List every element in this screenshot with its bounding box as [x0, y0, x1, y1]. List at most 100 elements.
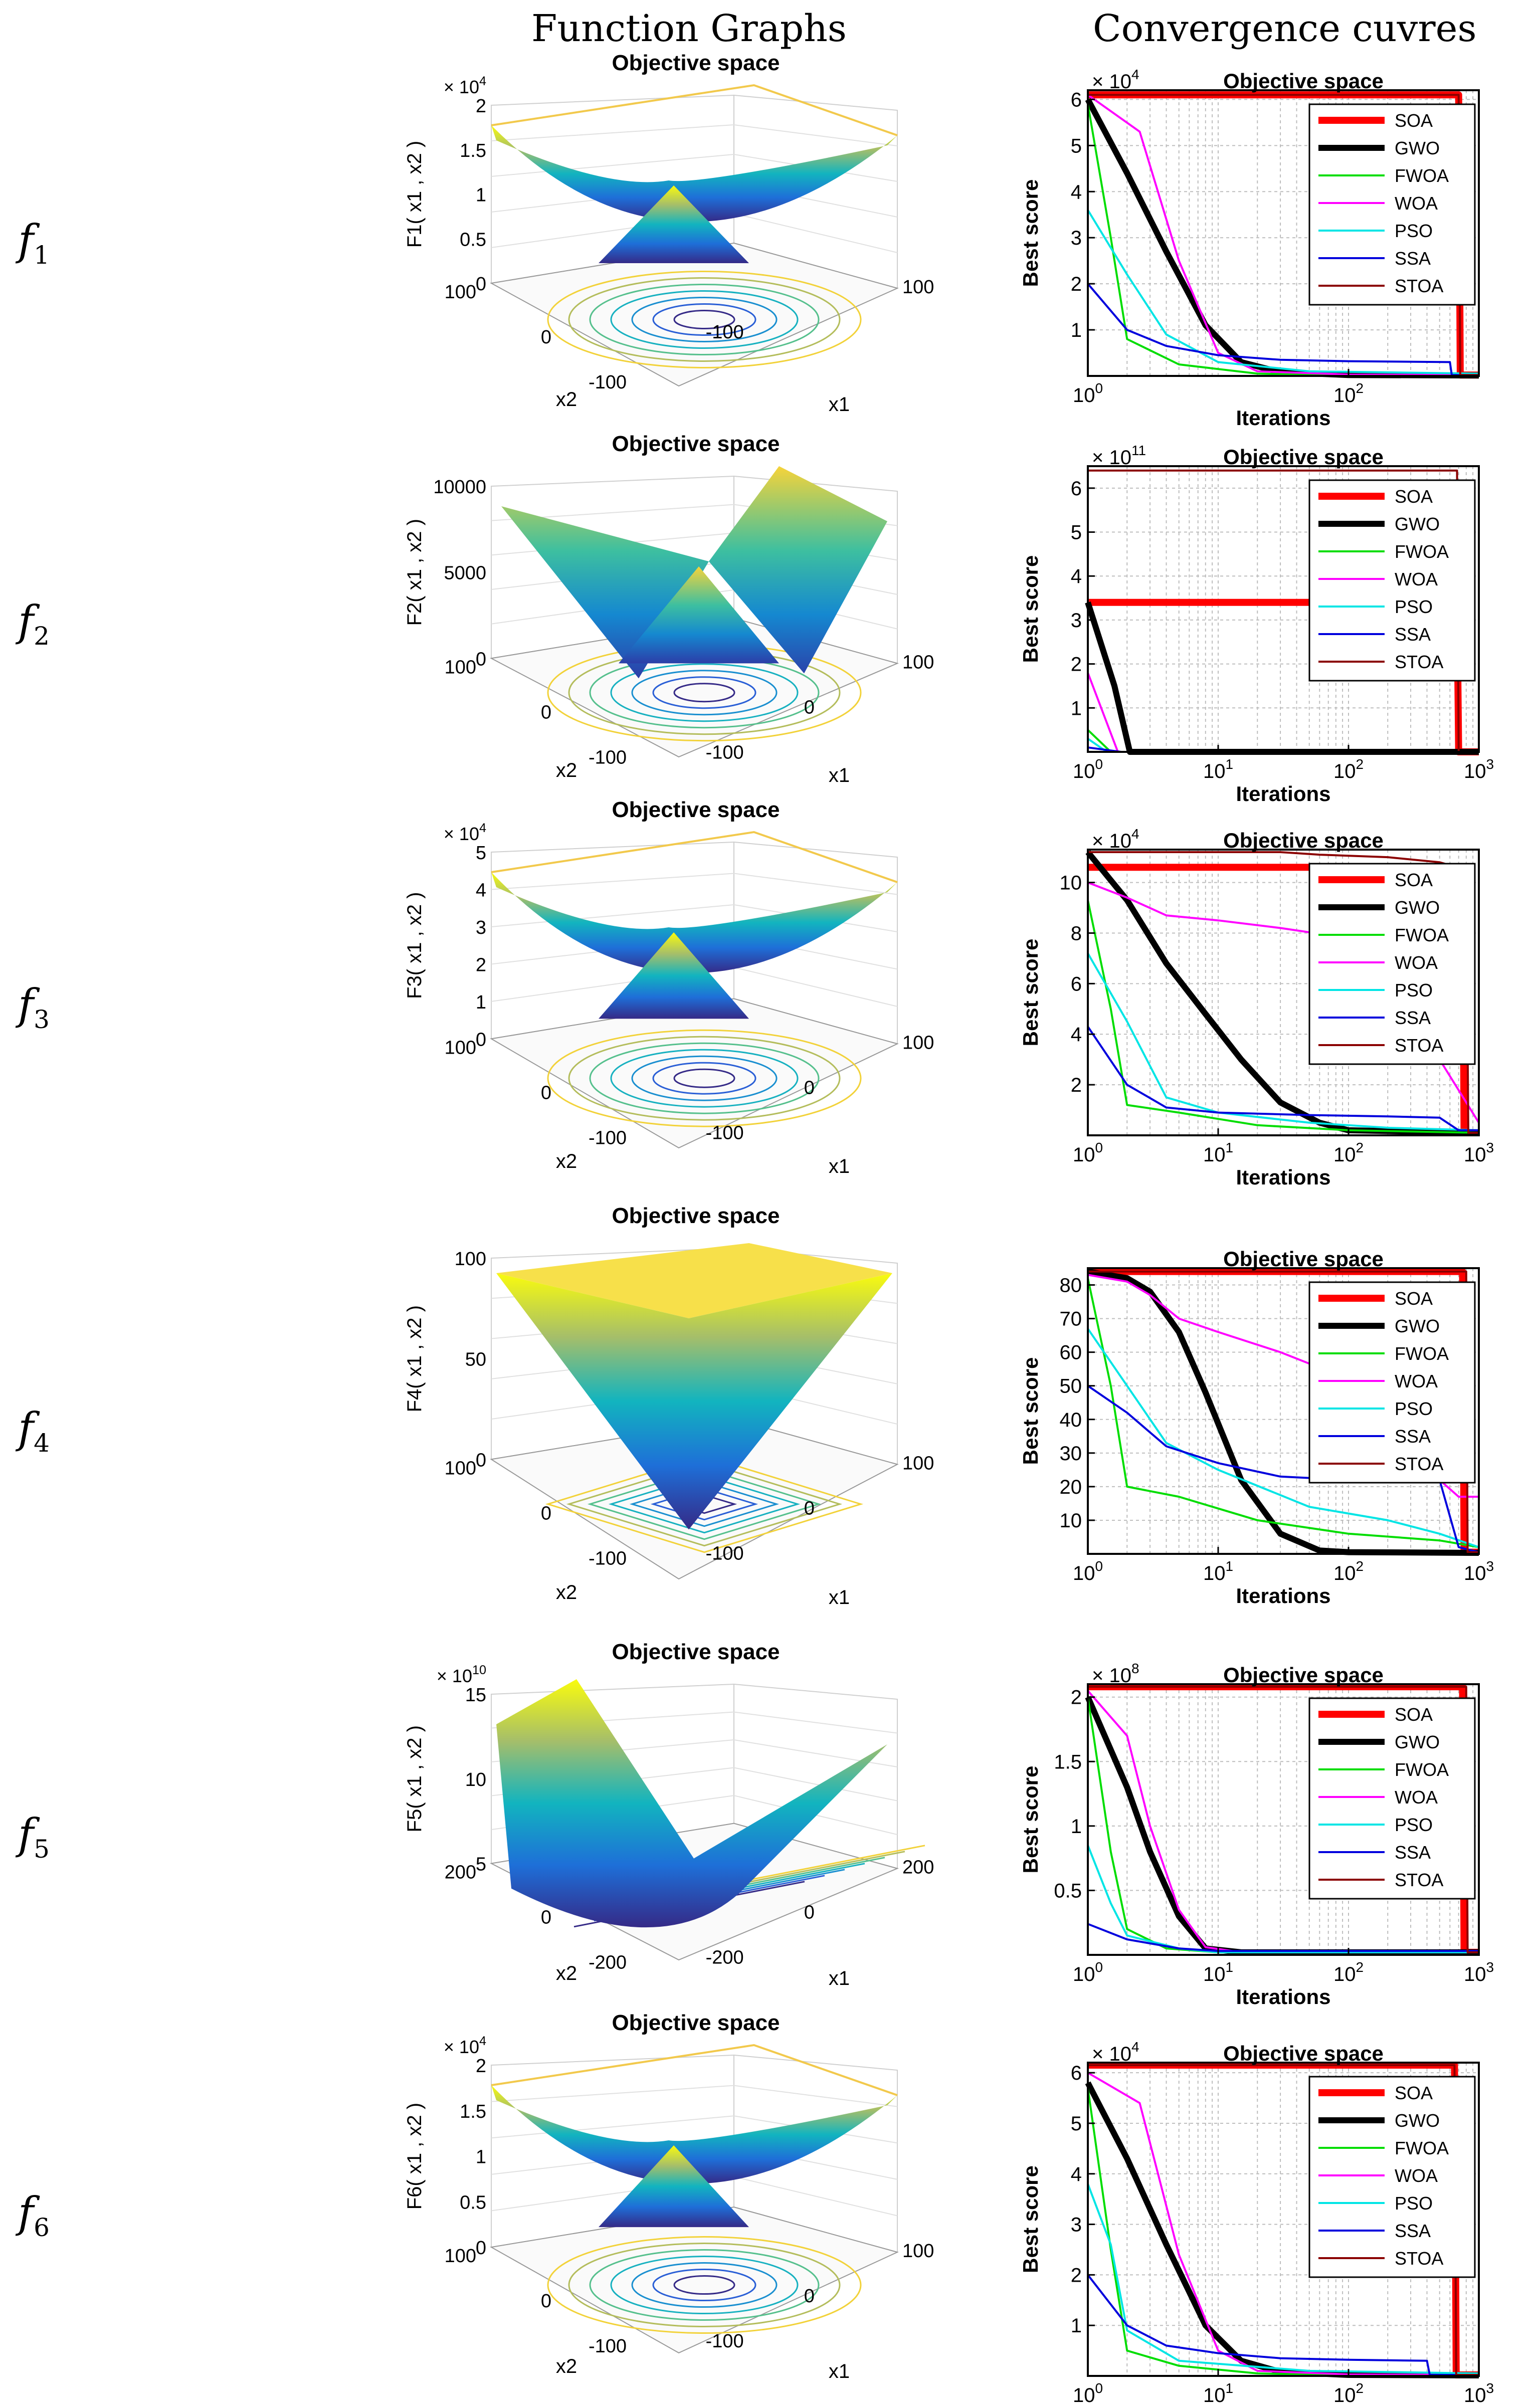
y-tick-label: 10 [1060, 1510, 1082, 1532]
y-tick-label: -100 [589, 2336, 627, 2357]
chart-title: Objective space [612, 2011, 780, 2035]
z-tick-label: 0 [476, 1450, 486, 1471]
x-tick-label: 101 [1203, 1959, 1233, 1985]
x-tick-label: 100 [1073, 2380, 1103, 2406]
y-tick-label: 3 [1071, 610, 1082, 632]
y-axis-label: x2 [556, 388, 577, 411]
x-axis-label: Iterations [1236, 406, 1330, 430]
series-line-pso [1087, 209, 1479, 375]
y-tick-label: 6 [1071, 2062, 1082, 2084]
legend-label-pso: PSO [1395, 1398, 1433, 1419]
row-label-f4: f4 [18, 1403, 50, 1458]
legend-label-woa: WOA [1395, 2165, 1438, 2186]
series-line-gwo [1087, 1268, 1479, 1556]
z-tick-label: 3 [476, 917, 486, 938]
z-tick-label: 1 [476, 992, 486, 1013]
z-multiplier: × 104 [444, 2034, 486, 2057]
legend-label-gwo: GWO [1395, 1316, 1440, 1336]
x-tick-label: 103 [1464, 756, 1494, 782]
legend-label-woa: WOA [1395, 569, 1438, 589]
surface-front-fold [619, 566, 779, 664]
legend-label-ssa: SSA [1395, 624, 1431, 645]
legend-box [1308, 1697, 1476, 1900]
x-tick-label: 100 [902, 1453, 934, 1474]
x-tick-label: 101 [1203, 756, 1233, 782]
y-tick-label: -100 [589, 747, 627, 768]
legend-box [1308, 2076, 1476, 2278]
y-axis-label: Best score [1019, 1357, 1042, 1465]
legend-label-woa: WOA [1395, 1787, 1438, 1808]
z-axis-label: F3( x1 , x2 ) [404, 892, 426, 999]
y-tick-label: 0 [541, 1907, 551, 1928]
plot-frame [1087, 1683, 1480, 1956]
y-tick-label: 0 [541, 2291, 551, 2312]
z-tick-label: 2 [476, 954, 486, 975]
x-tick-label: -100 [706, 742, 744, 763]
x-tick-label: 100 [902, 1032, 934, 1053]
legend-label-fwoa: FWOA [1395, 165, 1449, 186]
floor-contour [673, 1068, 735, 1088]
x-tick-label: 0 [804, 697, 815, 718]
y-axis-label: Best score [1019, 939, 1042, 1047]
y-tick-label: 4 [1071, 565, 1082, 587]
floor-contour [610, 290, 799, 349]
x-tick-label: -100 [706, 322, 744, 343]
legend-label-soa: SOA [1395, 486, 1433, 507]
floor-contour [589, 2249, 820, 2321]
wall-grid-line [491, 2085, 898, 2107]
surface-front-fold [599, 932, 749, 1019]
legend-label-soa: SOA [1395, 1704, 1433, 1725]
legend-label-pso: PSO [1395, 980, 1433, 1000]
y-tick-label: 30 [1060, 1443, 1082, 1465]
plot-frame [1087, 1267, 1480, 1555]
y-tick-label: 100 [445, 1458, 476, 1479]
y-tick-label: 2 [1071, 273, 1082, 295]
x-tick-label: 103 [1464, 1959, 1494, 1985]
legend-label-soa: SOA [1395, 110, 1433, 131]
legend-box [1308, 863, 1476, 1065]
floor-contour [631, 2262, 778, 2308]
x-axis-label: Iterations [1236, 1165, 1330, 1189]
y-tick-label: 0 [541, 327, 551, 348]
surface-front-fold [599, 185, 749, 263]
wall-grid-line [491, 873, 898, 895]
z-tick-label: 5 [476, 843, 486, 864]
x-axis-label: x1 [829, 2360, 850, 2382]
x-tick-label: 100 [902, 652, 934, 673]
y-axis-label: Best score [1019, 179, 1042, 287]
surface-edge [491, 84, 898, 136]
convergence-chart-6: 1 2 3 4 5 6 100 101 102 103 × 104 Objective space It… [1019, 2039, 1494, 2408]
legend-label-pso: PSO [1395, 1815, 1433, 1835]
floor-contour [673, 683, 735, 703]
legend-label-soa: SOA [1395, 1288, 1433, 1309]
row-label-f5: f5 [18, 1810, 50, 1864]
x-tick-label: 103 [1464, 1140, 1494, 1166]
y-tick-label: 4 [1071, 181, 1082, 203]
convergence-chart-3: 2 4 6 8 10 100 101 102 103 × 104 Objective space It… [1019, 826, 1494, 1189]
y-tick-label: 2 [1071, 654, 1082, 676]
z-tick-label: 0.5 [460, 229, 486, 250]
legend-label-ssa: SSA [1395, 248, 1431, 269]
x-tick-label: 103 [1464, 2380, 1494, 2406]
chart-title: Objective space [1223, 829, 1384, 852]
series-line-pso [1087, 1328, 1479, 1548]
x-axis-label: Iterations [1236, 782, 1330, 806]
floor-contour [652, 303, 756, 336]
wall-grid-line [491, 124, 898, 146]
row-label-f6: f6 [18, 2188, 50, 2242]
surface-front-fold [599, 2145, 749, 2228]
legend: SOA GWO FWOA WOA PSO SSA STOA [1308, 2076, 1476, 2278]
x-tick-label: 101 [1203, 1558, 1233, 1584]
floor-contour [652, 1062, 756, 1095]
series-line-ssa [1087, 1923, 1479, 1952]
y-tick-label: 5 [1071, 2113, 1082, 2135]
x-tick-label: 0 [804, 1077, 815, 1098]
z-axis-label: F6( x1 , x2 ) [404, 2103, 426, 2210]
surface-chart-5: Objective space 15 10 5 × 1010 F5( x1 , x2 ) 2… [404, 1640, 934, 1989]
y-axis-label: Best score [1019, 555, 1042, 663]
y-tick-label: 100 [445, 2246, 476, 2267]
series-line-ssa [1087, 2274, 1479, 2376]
y-tick-label: 4 [1071, 1024, 1082, 1046]
